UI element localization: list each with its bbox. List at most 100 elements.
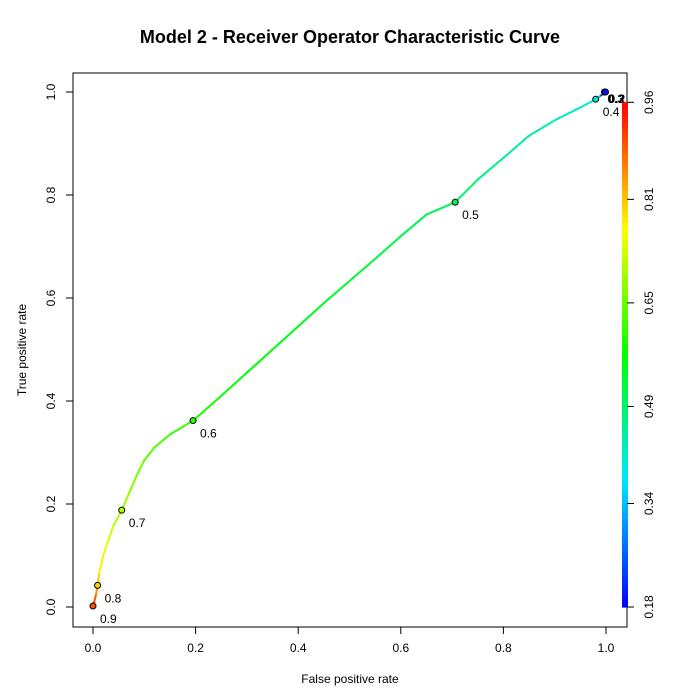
colorbar-segment bbox=[622, 247, 628, 255]
colorbar-segment bbox=[622, 562, 628, 570]
colorbar-segment bbox=[622, 260, 628, 267]
colorbar-segment bbox=[622, 455, 628, 463]
colorbar-segment bbox=[622, 569, 628, 577]
colorbar-segment bbox=[622, 493, 628, 501]
cutoff-label: 0.5 bbox=[462, 208, 479, 222]
colorbar-segment bbox=[622, 102, 628, 110]
y-tick-label: 0.0 bbox=[44, 598, 58, 615]
colorbar-segment bbox=[622, 241, 628, 249]
colorbar-tick-label: 0.34 bbox=[642, 491, 656, 515]
roc-curve bbox=[92, 91, 607, 608]
colorbar-segment bbox=[622, 171, 628, 179]
roc-curve-segment bbox=[220, 371, 248, 397]
y-tick-label: 0.8 bbox=[44, 186, 58, 203]
roc-curve-segment bbox=[271, 325, 300, 351]
colorbar-segment bbox=[622, 140, 628, 148]
colorbar-segment bbox=[622, 524, 628, 532]
colorbar-segment bbox=[622, 209, 628, 217]
colorbar-tick-label: 0.18 bbox=[642, 595, 656, 619]
cutoff-point bbox=[189, 417, 197, 425]
cutoff-label: 0.8 bbox=[105, 591, 122, 605]
colorbar-segment bbox=[622, 506, 628, 513]
roc-curve-segment bbox=[245, 348, 274, 374]
roc-curve-segment bbox=[192, 394, 223, 422]
colorbar-segment bbox=[622, 581, 628, 589]
colorbar-segment bbox=[622, 594, 628, 602]
colorbar-segment bbox=[622, 222, 628, 230]
colorbar-segment bbox=[622, 266, 628, 274]
colorbar-segment bbox=[622, 392, 628, 400]
roc-curve-segment bbox=[135, 459, 146, 477]
roc-curve-segment bbox=[127, 474, 138, 495]
colorbar-segment bbox=[622, 114, 628, 122]
colorbar-segment bbox=[622, 550, 628, 558]
colorbar-segment bbox=[622, 424, 628, 431]
colorbar-segment bbox=[622, 297, 628, 305]
colorbar-segment bbox=[622, 152, 628, 160]
colorbar-segment bbox=[622, 461, 628, 469]
colorbar-segment bbox=[622, 354, 628, 362]
colorbar-segment bbox=[622, 291, 628, 299]
x-axis-label: False positive rate bbox=[301, 672, 399, 686]
colorbar-segment bbox=[622, 310, 628, 318]
colorbar-segment bbox=[622, 342, 628, 349]
roc-curve-segment bbox=[322, 280, 351, 305]
colorbar-segment bbox=[622, 499, 628, 507]
roc-curve-segment bbox=[399, 213, 428, 238]
cutoff-point bbox=[89, 602, 97, 610]
x-tick-label: 0.0 bbox=[85, 641, 102, 655]
roc-curve-segment bbox=[425, 201, 457, 216]
colorbar-segment bbox=[622, 430, 628, 438]
colorbar-segment bbox=[622, 272, 628, 280]
roc-curve-segment bbox=[502, 134, 531, 159]
cutoff-label: 0.9 bbox=[100, 612, 117, 626]
x-tick-label: 0.6 bbox=[392, 641, 409, 655]
colorbar-segment bbox=[622, 316, 628, 324]
y-tick-label: 0.2 bbox=[44, 495, 58, 512]
colorbar-segment bbox=[622, 442, 628, 450]
x-tick-label: 1.0 bbox=[598, 641, 615, 655]
colorbar-segment bbox=[622, 215, 628, 223]
colorbar: 0.18 0.34 0.49 0.65 0.81 0.96 bbox=[622, 90, 656, 619]
x-tick-label: 0.4 bbox=[290, 641, 307, 655]
colorbar-segment bbox=[622, 133, 628, 141]
colorbar-segment bbox=[622, 449, 628, 457]
cutoff-label: 0.2 bbox=[608, 92, 625, 106]
colorbar-segment bbox=[622, 417, 628, 425]
colorbar-segment bbox=[622, 537, 628, 545]
colorbar-segment bbox=[622, 335, 628, 343]
colorbar-segment bbox=[622, 108, 628, 116]
colorbar-segment bbox=[622, 178, 628, 185]
colorbar-segment bbox=[622, 531, 628, 539]
colorbar-segment bbox=[622, 121, 628, 129]
colorbar-segment bbox=[622, 253, 628, 261]
cutoff-label: 0.7 bbox=[129, 516, 146, 530]
cutoff-label: 0.6 bbox=[200, 427, 217, 441]
y-tick-label: 0.4 bbox=[44, 392, 58, 409]
x-axis: 0.0 0.2 0.4 0.6 0.8 1.0 bbox=[85, 626, 615, 655]
roc-curve-segment bbox=[93, 593, 98, 602]
colorbar-segment bbox=[622, 304, 628, 312]
colorbar-segment bbox=[622, 367, 628, 375]
cutoff-label: 0.3 bbox=[607, 92, 624, 106]
roc-curve-segment bbox=[374, 235, 402, 260]
colorbar-segment bbox=[622, 386, 628, 394]
colorbar-segment bbox=[622, 190, 628, 198]
cutoff-point bbox=[94, 581, 102, 589]
colorbar-tick-label: 0.96 bbox=[642, 90, 656, 114]
cutoff-point bbox=[118, 506, 126, 514]
roc-curve-segment bbox=[348, 257, 377, 283]
colorbar-segment bbox=[622, 468, 628, 476]
roc-curve-segment bbox=[98, 554, 105, 575]
colorbar-tick-label: 0.49 bbox=[642, 394, 656, 418]
colorbar-segment bbox=[622, 405, 628, 413]
chart-title: Model 2 - Receiver Operator Characterist… bbox=[140, 27, 560, 47]
colorbar-segment bbox=[622, 146, 628, 154]
roc-curve-segment bbox=[102, 539, 110, 557]
cutoff-label: 0.4 bbox=[603, 105, 620, 119]
colorbar-segment bbox=[622, 436, 628, 444]
colorbar-segment bbox=[622, 196, 628, 204]
colorbar-segment bbox=[622, 543, 628, 551]
colorbar-segment bbox=[622, 474, 628, 482]
x-tick-label: 0.8 bbox=[495, 641, 512, 655]
